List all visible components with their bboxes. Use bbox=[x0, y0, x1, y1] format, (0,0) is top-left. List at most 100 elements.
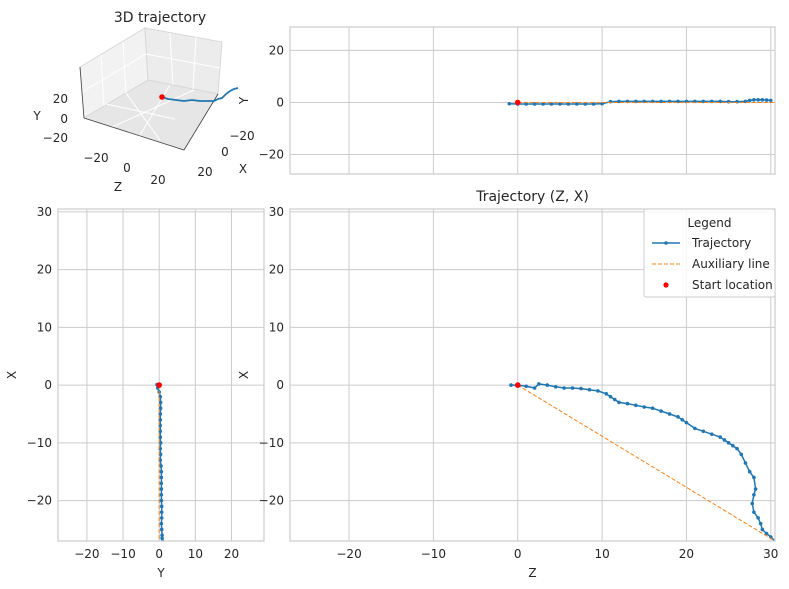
trajectory-point bbox=[747, 469, 752, 474]
trajectory-point bbox=[524, 384, 528, 389]
y-tick-label: −10 bbox=[259, 436, 284, 450]
trajectory-point bbox=[693, 426, 697, 431]
trajectory-point bbox=[159, 521, 164, 526]
trajectory-point bbox=[731, 443, 735, 448]
3d-z-tick-0: 0 bbox=[123, 161, 131, 175]
legend-title: Legend bbox=[687, 216, 731, 230]
trajectory-point bbox=[159, 487, 164, 491]
trajectory-point bbox=[676, 415, 680, 419]
x-tick-label: 20 bbox=[679, 547, 694, 561]
3d-start-location bbox=[159, 94, 165, 100]
trajectory-point bbox=[768, 98, 773, 103]
trajectory-point bbox=[160, 533, 164, 538]
trajectory-point bbox=[159, 464, 163, 468]
trajectory-point bbox=[752, 493, 756, 497]
y-tick-label: 10 bbox=[37, 320, 52, 334]
x-tick-label: 0 bbox=[155, 547, 163, 561]
trajectory-point bbox=[549, 102, 554, 106]
trajectory-point bbox=[507, 101, 512, 106]
trajectory-point bbox=[604, 391, 609, 396]
trajectory-point bbox=[760, 98, 765, 102]
trajectory-point bbox=[558, 102, 562, 106]
3d-y-label: Y bbox=[32, 109, 41, 123]
trajectory-point bbox=[634, 403, 638, 408]
trajectory-point bbox=[760, 527, 765, 532]
trajectory-point bbox=[583, 102, 588, 106]
trajectory-point bbox=[524, 102, 528, 106]
y-tick-label: −20 bbox=[259, 147, 284, 161]
3d-x-label: X bbox=[239, 162, 247, 176]
legend-trajectory-marker bbox=[664, 241, 668, 245]
trajectory-point bbox=[612, 397, 617, 402]
axes-frame bbox=[289, 26, 776, 175]
auxiliary-line bbox=[517, 384, 775, 541]
y-tick-label: −20 bbox=[259, 494, 284, 508]
trajectory-point bbox=[726, 441, 731, 445]
start-location-point bbox=[514, 382, 521, 388]
x-tick-label: −20 bbox=[74, 547, 99, 561]
trajectory-point bbox=[158, 406, 163, 411]
y-tick-label: 20 bbox=[269, 263, 284, 277]
x-tick-label: 20 bbox=[224, 547, 239, 561]
trajectory-point bbox=[617, 400, 621, 405]
y-axis-label: X bbox=[5, 371, 19, 379]
trajectory-point bbox=[159, 469, 164, 474]
y-tick-label: 20 bbox=[269, 43, 284, 57]
x-tick-label: 10 bbox=[188, 547, 203, 561]
trajectory-point bbox=[722, 438, 727, 442]
trajectory-point bbox=[684, 420, 689, 425]
x-tick-label: 30 bbox=[763, 547, 778, 561]
series-group bbox=[509, 382, 775, 541]
panel-zy: 20 0 −20 Y bbox=[237, 26, 776, 175]
trajectory-point bbox=[159, 510, 164, 514]
trajectory-point bbox=[625, 401, 630, 406]
trajectory-point bbox=[159, 475, 164, 480]
legend-box bbox=[643, 208, 776, 298]
x-tick-label: 10 bbox=[594, 547, 609, 561]
trajectory-point bbox=[159, 493, 164, 497]
trajectory-point bbox=[743, 461, 748, 465]
y-axis-label: Y bbox=[237, 96, 251, 105]
x-tick-label: 0 bbox=[514, 547, 522, 561]
y-tick-label: −10 bbox=[27, 436, 52, 450]
legend-entry-label: Auxiliary line bbox=[692, 257, 770, 271]
trajectory-point bbox=[709, 432, 714, 436]
trajectory-point bbox=[570, 386, 575, 390]
3d-z-tick-neg20: −20 bbox=[83, 151, 108, 165]
trajectory-point bbox=[553, 385, 558, 389]
3d-y-tick-0: 0 bbox=[60, 112, 68, 126]
y-axis-label: X bbox=[237, 371, 251, 379]
trajectory-point bbox=[574, 102, 579, 106]
3d-y-tick-neg20: −20 bbox=[43, 131, 68, 145]
panel-title: Trajectory (Z, X) bbox=[475, 189, 589, 205]
trajectory-point bbox=[160, 536, 164, 540]
trajectory-point bbox=[764, 531, 769, 536]
axes-frame bbox=[289, 208, 776, 542]
trajectory-point bbox=[735, 446, 739, 451]
trajectory-point bbox=[756, 98, 760, 102]
axes-frame bbox=[57, 208, 265, 542]
trajectory-point bbox=[579, 386, 583, 391]
trajectory-point bbox=[764, 98, 769, 102]
panel-zx: −20 −10 0 10 20 30 30 20 10 0 −10 −20 Trajectory (Z,… bbox=[237, 189, 778, 580]
trajectory-point bbox=[718, 435, 722, 439]
trajectory-point bbox=[650, 406, 655, 411]
trajectory-point bbox=[587, 387, 592, 392]
trajectory-point bbox=[509, 383, 513, 387]
trajectory-point bbox=[750, 501, 755, 506]
trajectory-point bbox=[701, 429, 706, 434]
y-tick-label: 30 bbox=[37, 205, 52, 219]
trajectory-point bbox=[591, 102, 596, 106]
y-tick-label: 30 bbox=[269, 205, 284, 219]
3d-y-tick-20: 20 bbox=[53, 92, 68, 106]
trajectory-point bbox=[608, 394, 613, 399]
y-tick-label: 0 bbox=[276, 95, 284, 109]
trajectory-point bbox=[752, 475, 756, 480]
series-group bbox=[507, 98, 775, 106]
3d-x-tick-neg20: −20 bbox=[229, 129, 254, 143]
series-group bbox=[155, 382, 165, 541]
3d-x-tick-0: 0 bbox=[221, 145, 229, 159]
start-location-point bbox=[156, 382, 162, 388]
x-tick-label: −10 bbox=[110, 547, 135, 561]
x-axis-label: Z bbox=[528, 566, 536, 580]
